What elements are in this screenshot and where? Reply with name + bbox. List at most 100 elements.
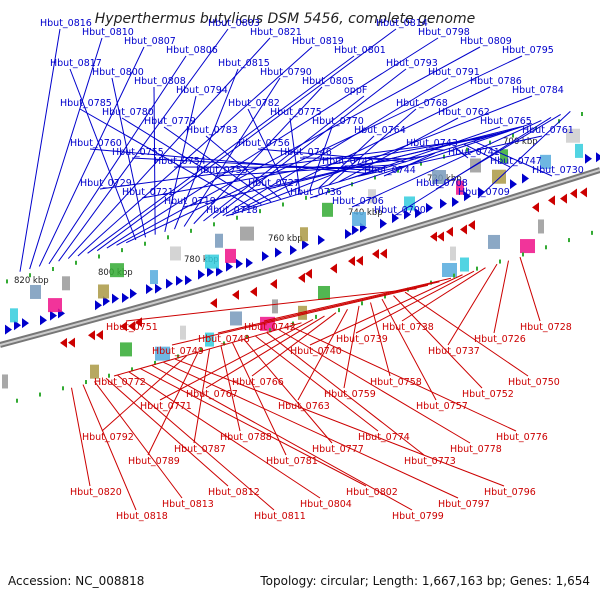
plus-strand-gene-label: Hbut_0765 — [480, 116, 532, 127]
minus-strand-gene-arrow — [356, 255, 363, 266]
plus-strand-gene-label: Hbut_0821 — [250, 27, 302, 38]
minus-strand-gene-labels: Hbut_0728Hbut_0726Hbut_0737Hbut_0738Hbut… — [70, 322, 572, 522]
minus-strand-leader-line — [82, 384, 137, 511]
minus-strand-gene-label: Hbut_0738 — [382, 322, 434, 333]
minus-strand-leader-line — [151, 365, 413, 511]
minus-strand-gene-label: Hbut_0804 — [300, 499, 352, 510]
minus-strand-gene-label: Hbut_0742 — [244, 322, 296, 333]
plus-strand-gene-arrow — [352, 224, 359, 235]
minus-strand-leader-line — [278, 329, 471, 444]
gene-feature-block — [2, 374, 8, 389]
gene-feature-block — [98, 284, 109, 299]
plus-strand-leader-line — [69, 68, 137, 241]
plus-strand-gene-label: Hbut_0706 — [332, 196, 384, 207]
plus-strand-leader-line — [257, 148, 407, 163]
minus-strand-gene-arrow — [250, 286, 257, 297]
plus-strand-gene-labels: Hbut_0816Hbut_0810Hbut_0807Hbut_0806Hbut… — [40, 18, 584, 216]
feature-tick — [397, 168, 399, 173]
minus-strand-leader-line — [370, 302, 391, 377]
feature-tick — [167, 235, 169, 240]
plus-strand-gene-label: Hbut_0708 — [416, 178, 468, 189]
feature-tick — [154, 360, 156, 365]
minus-strand-leader-line — [113, 322, 302, 377]
plus-strand-gene-label: Hbut_0783 — [186, 125, 238, 136]
plus-strand-gene-label: Hbut_0810 — [82, 27, 134, 38]
plus-strand-gene-label: Hbut_0808 — [134, 76, 186, 87]
minus-strand-gene-label: Hbut_0797 — [438, 499, 490, 510]
gene-feature-block — [488, 234, 500, 249]
gene-feature-block — [120, 342, 132, 357]
gene-feature-block — [404, 196, 415, 211]
plus-strand-gene-label: Hbut_0764 — [354, 125, 406, 136]
minus-strand-gene-arrow — [305, 268, 312, 279]
minus-strand-gene-label: Hbut_0759 — [324, 389, 376, 400]
plus-strand-gene-arrow — [155, 283, 162, 294]
gene-feature-block — [566, 128, 580, 143]
gene-feature-block — [155, 346, 170, 361]
minus-strand-gene-arrow — [380, 248, 387, 259]
feature-tick — [292, 321, 294, 326]
minus-strand-leader-line — [404, 291, 529, 377]
plus-strand-gene-arrow — [440, 198, 447, 209]
minus-strand-gene-arrow — [348, 256, 355, 267]
feature-tick — [39, 392, 41, 397]
plus-strand-gene-label: Hbut_0756 — [238, 138, 290, 149]
plus-strand-gene-label: Hbut_0746 — [280, 147, 332, 158]
gene-feature-block — [538, 219, 544, 234]
minus-strand-gene-arrow — [232, 289, 239, 300]
minus-strand-leader-line — [105, 377, 229, 487]
gene-feature-block — [10, 308, 18, 323]
minus-strand-leader-line — [147, 352, 199, 456]
plus-strand-gene-label: Hbut_0807 — [124, 36, 176, 47]
gene-feature-block — [322, 202, 333, 217]
minus-strand-gene-arrow — [430, 231, 437, 242]
minus-strand-gene-label: Hbut_0811 — [254, 511, 306, 522]
plus-strand-leader-line — [222, 77, 449, 216]
plus-strand-gene-label: Hbut_0785 — [60, 98, 112, 109]
plus-strand-gene-arrow — [236, 258, 243, 269]
minus-strand-gene-label: Hbut_0792 — [82, 432, 134, 443]
minus-strand-gene-label: Hbut_0789 — [128, 456, 180, 467]
minus-strand-gene-arrow — [372, 249, 379, 260]
minus-strand-leader-line — [381, 298, 437, 401]
feature-tick — [144, 241, 146, 246]
feature-tick — [29, 273, 31, 278]
gene-feature-block — [450, 246, 456, 261]
minus-strand-gene-label: Hbut_0772 — [94, 377, 146, 388]
minus-strand-leader-line — [232, 342, 287, 456]
plus-strand-leader-line — [19, 28, 61, 272]
minus-strand-leader-line — [205, 315, 325, 389]
minus-strand-gene-label: Hbut_0763 — [278, 401, 330, 412]
plus-strand-leader-line — [106, 37, 439, 249]
plus-strand-gene-arrow — [14, 320, 21, 331]
minus-strand-gene-arrow — [270, 278, 277, 289]
feature-tick — [62, 386, 64, 391]
minus-strand-gene-label: Hbut_0728 — [520, 322, 572, 333]
plus-strand-leader-line — [153, 86, 156, 235]
feature-tick — [476, 266, 478, 271]
plus-strand-leader-line — [212, 68, 407, 219]
minus-strand-gene-label: Hbut_0737 — [428, 346, 480, 357]
plus-strand-leader-line — [48, 55, 187, 265]
minus-strand-leader-line — [174, 358, 505, 487]
plus-strand-gene-label: Hbut_0754 — [154, 156, 206, 167]
plus-strand-leader-line — [87, 55, 355, 254]
minus-strand-gene-arrow — [570, 188, 577, 199]
minus-strand-gene-label: Hbut_0749 — [152, 346, 204, 357]
gene-feature-block — [300, 227, 308, 242]
minus-strand-gene-label: Hbut_0752 — [462, 389, 514, 400]
plus-strand-gene-label: Hbut_0730 — [532, 165, 584, 176]
feature-tick — [213, 222, 215, 227]
plus-strand-gene-arrow — [404, 209, 411, 220]
plus-strand-leader-line — [141, 134, 494, 199]
plus-strand-gene-label: Hbut_0745 — [322, 156, 374, 167]
feature-tick — [200, 348, 202, 352]
plus-strand-gene-label: Hbut_0744 — [364, 165, 416, 176]
plus-strand-gene-label: Hbut_0753 — [196, 165, 248, 176]
minus-strand-gene-arrow — [468, 220, 475, 231]
plus-strand-gene-arrow — [275, 247, 282, 258]
plus-strand-gene-label: Hbut_0743 — [406, 138, 458, 149]
minus-strand-leader-line — [519, 256, 541, 322]
plus-strand-gene-label: Hbut_0729 — [80, 178, 132, 189]
plus-strand-gene-arrow — [146, 284, 153, 295]
